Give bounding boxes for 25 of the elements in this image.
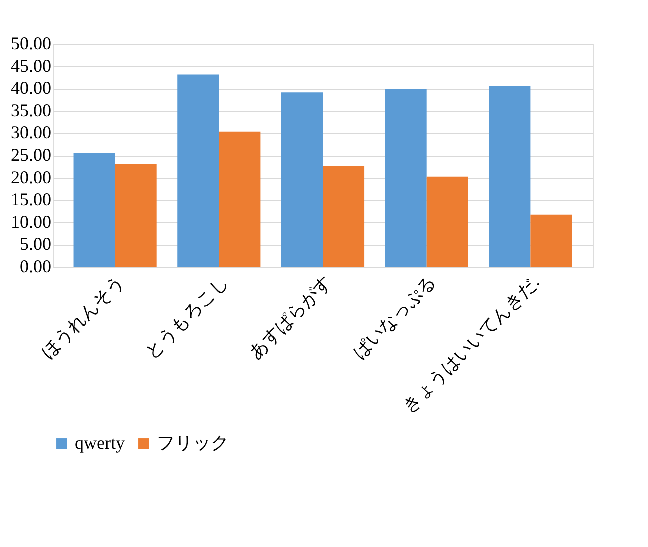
legend-label: フリック [157,433,229,453]
bar [281,92,323,267]
x-tick-label: あすぱらがす [245,272,336,363]
bar [489,86,531,267]
y-tick-label: 35.00 [11,100,52,120]
y-tick-label: 5.00 [20,234,52,254]
y-tick-label: 40.00 [11,78,52,98]
y-tick-label: 20.00 [11,167,52,188]
y-tick-label: 25.00 [11,145,52,165]
y-tick-label: 50.00 [11,34,52,54]
y-tick-label: 10.00 [11,212,52,232]
bar [530,214,572,267]
x-tick-label: とうもろこし [141,272,232,363]
y-tick-label: 15.00 [11,190,52,210]
y-tick-label: 30.00 [11,122,52,143]
bar [219,132,261,267]
bar [323,166,365,267]
bar [74,153,116,267]
bar [115,164,157,267]
bar [385,89,427,267]
bar [178,74,220,267]
x-tick-label: ぱいなっぷる [349,272,440,363]
legend-label: qwerty [75,433,125,453]
bar [426,176,468,267]
y-tick-label: 45.00 [11,56,52,76]
